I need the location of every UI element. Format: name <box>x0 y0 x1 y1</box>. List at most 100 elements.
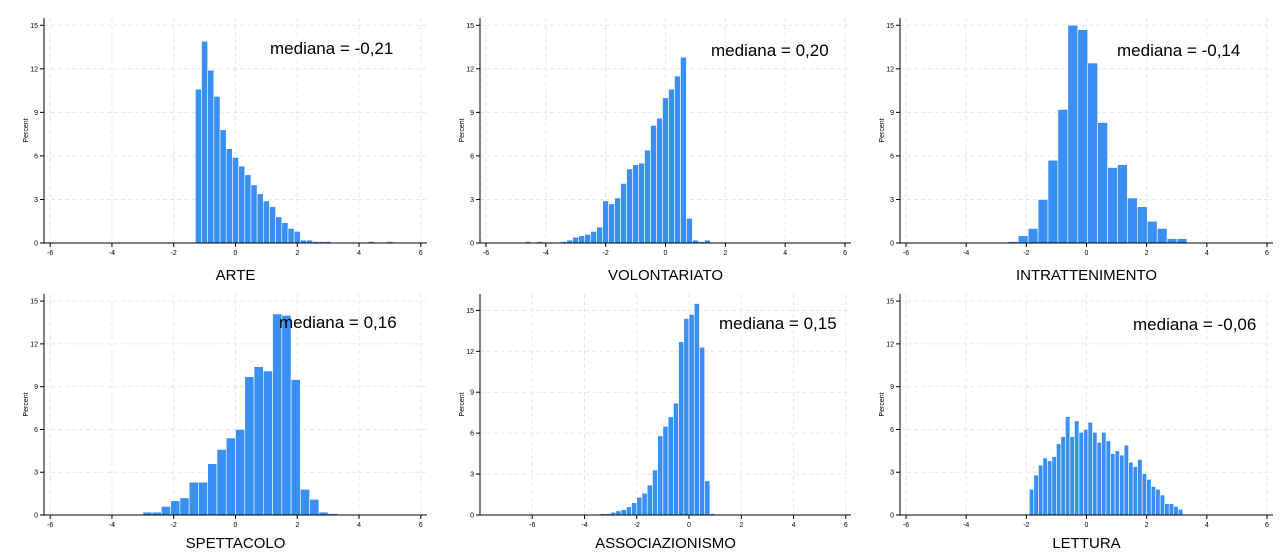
histogram-bar <box>667 416 674 516</box>
histogram-bar <box>1056 443 1062 516</box>
histogram-bar <box>693 303 700 516</box>
histogram-bar <box>253 366 264 516</box>
x-tick-label: 6 <box>419 522 423 529</box>
y-tick-label: 12 <box>886 341 894 348</box>
histogram-bar <box>1107 167 1118 244</box>
x-tick-label: -6 <box>47 522 53 529</box>
histogram-bar <box>1078 432 1084 516</box>
histogram-bar <box>636 496 643 516</box>
histogram-bars <box>1007 24 1188 244</box>
x-tick-label: 4 <box>792 522 796 529</box>
histogram-bar <box>1177 508 1184 516</box>
histogram-bar <box>632 164 639 244</box>
y-tick-label: 15 <box>886 23 894 30</box>
histogram-bar <box>584 233 592 244</box>
y-tick-label: 15 <box>30 299 38 306</box>
median-annotation: mediana = 0,16 <box>279 313 397 332</box>
gridlines <box>44 18 427 243</box>
histogram-bar <box>1074 420 1080 516</box>
histogram-bar <box>1132 466 1138 516</box>
histogram-bar <box>699 346 705 516</box>
histogram-panel-associazionismo: 0 3 6 9 12 15 -6 -4 -2 0 2 4 6 Percent mediana = 0,15 A… <box>428 278 858 552</box>
histogram-bar <box>1097 122 1108 244</box>
y-tick-label: 3 <box>34 197 38 204</box>
histogram-bar <box>1146 220 1158 244</box>
histogram-panel-intrattenimento: 0 3 6 9 12 15 -6 -4 -2 0 2 4 6 Percent mediana = -0,14… <box>850 0 1280 290</box>
histogram-bar <box>1105 440 1111 516</box>
x-tick-label: -4 <box>109 250 115 257</box>
y-tick-label: 9 <box>34 110 38 117</box>
histogram-bar <box>1127 197 1138 244</box>
x-axis-title: ASSOCIAZIONISMO <box>595 535 736 552</box>
x-tick-label: 6 <box>419 250 423 257</box>
histogram-bar <box>650 125 657 244</box>
histogram-bars <box>195 40 394 244</box>
x-tick-label: -6 <box>903 522 909 529</box>
histogram-bar <box>1117 164 1128 244</box>
x-axis-title: LETTURA <box>1052 535 1120 552</box>
y-tick-label: 9 <box>470 390 474 397</box>
y-tick-label: 12 <box>30 66 38 73</box>
histogram-panel-spettacolo: 0 3 6 9 12 15 -6 -4 -2 0 2 4 6 Percent mediana = 0,16 S… <box>0 278 430 552</box>
histogram-svg: 0 3 6 9 12 15 -6 -4 -2 0 2 4 6 Percent mediana = 0,16 S… <box>23 294 427 552</box>
histogram-bar <box>1077 29 1089 244</box>
histogram-bar <box>244 376 255 516</box>
histogram-bar <box>686 218 693 244</box>
histogram-bar <box>673 402 679 516</box>
histogram-bar <box>656 117 663 244</box>
y-axis-title: Percent <box>23 392 30 416</box>
histogram-bar <box>1087 62 1098 244</box>
histogram-bar <box>641 492 648 516</box>
y-tick-label: 12 <box>466 66 474 73</box>
histogram-bar <box>1033 474 1039 516</box>
histogram-bar <box>232 157 239 244</box>
x-tick-label: 2 <box>1145 522 1149 529</box>
histogram-bar <box>626 506 632 516</box>
gridlines <box>480 294 851 515</box>
histogram-bar <box>1156 228 1168 244</box>
x-tick-label: 0 <box>664 250 668 257</box>
histogram-bar <box>1176 238 1188 244</box>
x-tick-label: -2 <box>1023 522 1029 529</box>
y-tick-label: 15 <box>466 23 474 30</box>
x-tick-label: 4 <box>1205 522 1209 529</box>
y-axis-title: Percent <box>879 118 886 142</box>
histogram-bar <box>281 315 292 516</box>
histogram-bar <box>1114 450 1120 516</box>
histogram-panel-lettura: 0 3 6 9 12 15 -6 -4 -2 0 2 4 6 Percent mediana = -0,06… <box>850 278 1280 552</box>
histogram-bar <box>1065 416 1071 516</box>
median-annotation: mediana = -0,06 <box>1133 315 1256 334</box>
histogram-bar <box>207 463 218 516</box>
histogram-bar <box>614 197 621 244</box>
histogram-svg: 0 3 6 9 12 15 -6 -4 -2 0 2 4 6 Percent mediana = 0,15 A… <box>459 294 851 552</box>
histogram-bar <box>644 149 651 244</box>
histogram-bars <box>524 56 711 244</box>
y-tick-label: 15 <box>466 308 474 315</box>
histogram-bar <box>572 236 580 244</box>
y-tick-label: 0 <box>470 241 474 248</box>
x-tick-label: 4 <box>357 250 361 257</box>
histogram-bar <box>188 481 199 516</box>
y-tick-label: 15 <box>30 23 38 30</box>
x-tick-label: 4 <box>783 250 787 257</box>
y-tick-label: 12 <box>30 341 38 348</box>
histogram-bar <box>1051 456 1057 516</box>
histogram-bar <box>219 129 227 244</box>
histogram-panel-arte: 0 3 6 9 12 15 -6 -4 -2 0 2 4 6 Percent mediana = -0,21… <box>0 0 430 290</box>
x-axis-title: INTRATTENIMENTO <box>1016 267 1157 284</box>
histogram-svg: 0 3 6 9 12 15 -6 -4 -2 0 2 4 6 Percent mediana = 0,20 V… <box>459 18 851 284</box>
x-tick-label: 4 <box>357 522 361 529</box>
x-tick-label: -4 <box>963 250 969 257</box>
y-tick-label: 12 <box>886 66 894 73</box>
histogram-bar <box>161 506 171 516</box>
x-tick-label: -6 <box>903 250 909 257</box>
y-tick-label: 0 <box>890 241 894 248</box>
histogram-bar <box>293 231 301 244</box>
histogram-bar <box>683 318 690 516</box>
histogram-bar <box>602 200 609 244</box>
y-tick-label: 9 <box>470 110 474 117</box>
x-tick-label: 0 <box>234 522 238 529</box>
x-tick-label: -2 <box>171 522 177 529</box>
y-tick-label: 6 <box>890 427 894 434</box>
histogram-bar <box>615 510 622 516</box>
